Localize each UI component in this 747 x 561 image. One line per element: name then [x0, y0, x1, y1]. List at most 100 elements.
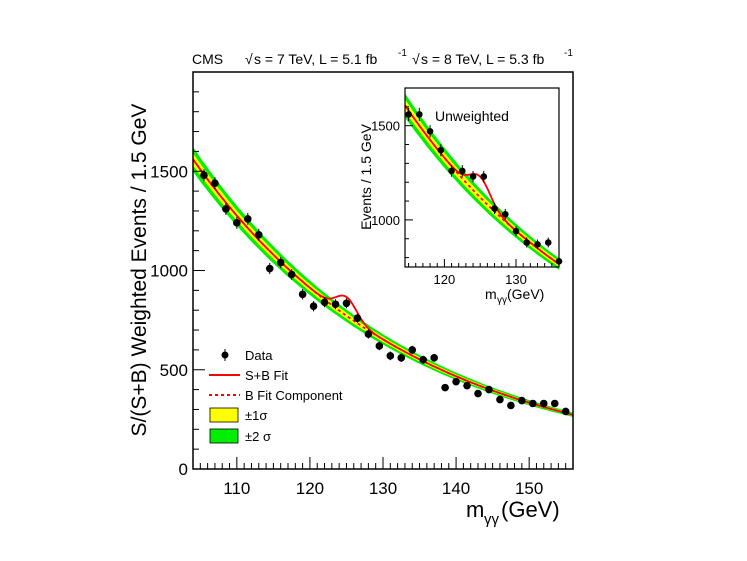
data-point-marker [405, 111, 412, 118]
data-point-marker [353, 314, 362, 322]
data-point [544, 237, 552, 248]
run1-exponent: -1 [398, 48, 407, 59]
data-point-marker [469, 173, 477, 180]
data-point [485, 385, 493, 394]
inset-x-axis-title: m γγ (GeV) [485, 286, 544, 306]
data-point [298, 289, 307, 300]
y-tick-label: 1000 [150, 262, 188, 281]
data-point [353, 313, 362, 323]
data-point-marker [539, 399, 548, 408]
x-axis-title-sub: γγ [484, 511, 500, 528]
legend-b-fit-label: B Fit Component [245, 388, 343, 403]
data-point [287, 269, 296, 280]
data-point [518, 396, 526, 405]
data-point [375, 341, 384, 351]
data-point [265, 262, 274, 275]
data-point [523, 237, 531, 248]
data-point-marker [375, 342, 384, 350]
data-point-marker [416, 111, 423, 118]
data-point-marker [309, 302, 318, 311]
main-data-points [200, 169, 570, 416]
one-sigma-band [405, 99, 559, 267]
data-point-marker [534, 241, 541, 248]
data-point [512, 226, 520, 237]
inset-x-title-unit: (GeV) [507, 286, 544, 302]
data-point-marker [485, 385, 493, 394]
data-point-marker [320, 298, 329, 307]
y-tick-label: 1500 [371, 119, 400, 134]
y-tick-label: 0 [179, 460, 188, 479]
data-point [534, 239, 541, 250]
data-point [419, 355, 427, 364]
x-tick-label: 140 [442, 479, 470, 498]
sqrt-symbol-2: √ [412, 51, 420, 67]
main-y-axis-label: S/(S+B) Weighted Events / 1.5 GeV [128, 104, 151, 437]
data-point [320, 297, 329, 308]
data-point-marker [287, 270, 296, 279]
main-x-axis-title: m γγ (GeV) [466, 497, 560, 528]
data-point-marker [501, 210, 509, 218]
inset-x-title-sub: γγ [497, 295, 507, 306]
data-point [430, 353, 438, 362]
run2-exponent: -1 [564, 48, 573, 59]
data-point [408, 345, 417, 355]
inset-title: Unweighted [435, 108, 509, 124]
data-point [448, 165, 455, 177]
data-point [491, 203, 498, 215]
legend-two-sigma-swatch [209, 428, 239, 444]
data-point-marker [518, 396, 526, 405]
legend-sb-fit-label: S+B Fit [245, 368, 288, 383]
data-point-marker [233, 219, 241, 227]
data-point-marker [561, 407, 570, 416]
plot-header: CMS √ s = 7 TeV, L = 5.1 fb -1 √ s = 8 T… [192, 48, 573, 67]
data-point-marker [211, 179, 219, 187]
y-tick-label: 500 [160, 361, 188, 380]
data-point [437, 144, 445, 157]
data-point [452, 377, 460, 386]
legend: Data S+B Fit B Fit Component ±1σ ±2 σ [209, 348, 343, 444]
data-point-marker [265, 264, 274, 273]
y-tick-label: 1000 [371, 213, 400, 228]
data-point [386, 351, 395, 361]
x-axis-title-unit: (GeV) [501, 497, 560, 522]
inset-chart: 120 130 1000 1500 Unweighted Events / 1.5 G… [358, 87, 563, 306]
data-point [397, 353, 406, 363]
data-point-marker [480, 173, 488, 180]
data-point-marker [276, 258, 285, 267]
data-point [416, 107, 423, 121]
data-point [463, 381, 471, 390]
x-tick-label: 150 [515, 479, 543, 498]
data-point-marker [408, 346, 417, 354]
data-point-marker [544, 239, 552, 246]
data-point [309, 301, 318, 312]
data-point [331, 299, 340, 310]
inset-x-title-main: m [485, 286, 497, 302]
data-point [561, 407, 570, 416]
data-point-marker [426, 128, 434, 135]
data-point [507, 401, 515, 410]
data-point [474, 389, 482, 398]
data-point [441, 383, 449, 392]
y-tick-label: 1500 [150, 162, 188, 181]
inset-data-points [405, 107, 563, 267]
data-point-marker [200, 171, 208, 180]
x-tick-label: 120 [296, 479, 324, 498]
data-point-marker [448, 167, 455, 175]
data-point-marker [491, 205, 498, 212]
data-point [501, 208, 509, 220]
data-point [550, 399, 559, 408]
legend-data-label: Data [245, 348, 273, 363]
data-point [469, 170, 477, 183]
data-point [529, 399, 537, 408]
data-point-marker [523, 239, 531, 246]
data-point-marker [441, 383, 449, 392]
data-point-marker [222, 205, 230, 213]
x-tick-label: 120 [434, 272, 456, 287]
data-point [480, 170, 488, 183]
x-tick-label: 110 [223, 479, 250, 498]
data-point [276, 257, 285, 269]
data-point [222, 203, 230, 215]
data-point-marker [331, 300, 340, 309]
